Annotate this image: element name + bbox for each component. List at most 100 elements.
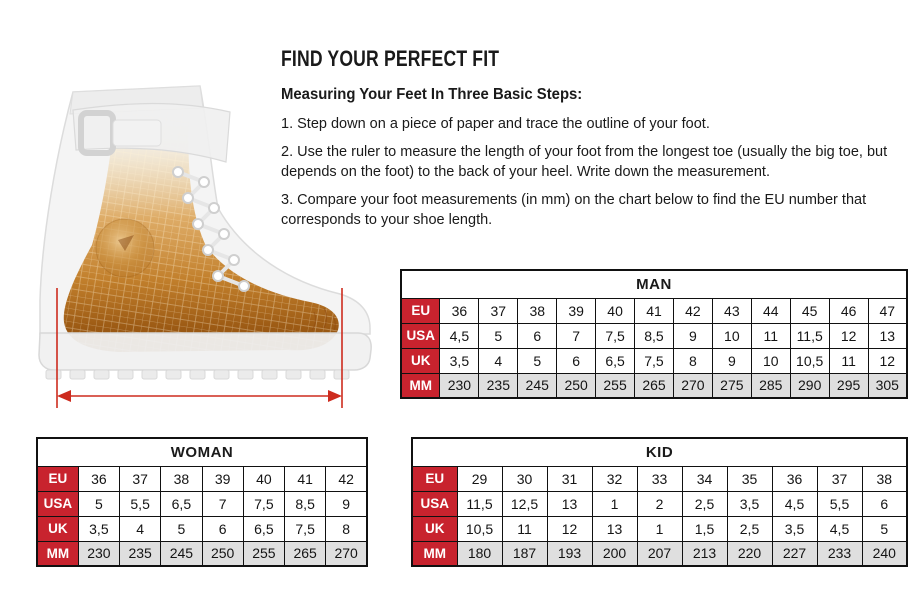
size-cell: 270 bbox=[672, 372, 713, 399]
size-cell: 6 bbox=[861, 490, 908, 517]
size-cell: 235 bbox=[478, 372, 519, 399]
size-cell: 265 bbox=[283, 540, 327, 567]
size-cell: 220 bbox=[726, 540, 773, 567]
page-title: FIND YOUR PERFECT FIT bbox=[281, 46, 500, 71]
size-cell: 37 bbox=[118, 465, 162, 492]
size-cell: 10 bbox=[750, 347, 791, 374]
size-cell: 9 bbox=[711, 347, 752, 374]
row-header-usa: USA bbox=[400, 322, 441, 349]
size-cell: 230 bbox=[77, 540, 121, 567]
size-cell: 35 bbox=[726, 465, 773, 492]
size-cell: 8 bbox=[672, 347, 713, 374]
size-cell: 12 bbox=[828, 322, 869, 349]
size-cell: 34 bbox=[681, 465, 728, 492]
size-cell: 5 bbox=[160, 515, 203, 542]
size-cell: 275 bbox=[711, 372, 752, 399]
size-cell: 4 bbox=[118, 515, 162, 542]
instructions-block: FIND YOUR PERFECT FIT Measuring Your Fee… bbox=[281, 46, 909, 238]
boot-sole bbox=[38, 332, 372, 380]
row-header-usa: USA bbox=[36, 490, 79, 517]
size-cell: 10,5 bbox=[456, 515, 503, 542]
size-cell: 30 bbox=[501, 465, 548, 492]
size-cell: 10,5 bbox=[789, 347, 830, 374]
size-cell: 2 bbox=[636, 490, 683, 517]
size-cell: 1 bbox=[636, 515, 683, 542]
size-cell: 9 bbox=[672, 322, 713, 349]
size-cell: 45 bbox=[789, 297, 830, 324]
size-cell: 6,5 bbox=[160, 490, 203, 517]
size-cell: 7,5 bbox=[595, 322, 636, 349]
size-cell: 270 bbox=[325, 540, 368, 567]
step-1: 1. Step down on a piece of paper and tra… bbox=[281, 116, 710, 132]
size-cell: 11 bbox=[828, 347, 869, 374]
size-cell: 41 bbox=[634, 297, 674, 324]
size-cell: 9 bbox=[325, 490, 368, 517]
size-cell: 40 bbox=[242, 465, 286, 492]
size-cell: 227 bbox=[771, 540, 818, 567]
size-cell: 36 bbox=[771, 465, 818, 492]
size-cell: 230 bbox=[439, 372, 480, 399]
size-cell: 41 bbox=[283, 465, 327, 492]
table-title: MAN bbox=[400, 269, 908, 299]
size-cell: 12 bbox=[546, 515, 593, 542]
size-cell: 43 bbox=[711, 297, 752, 324]
size-cell: 240 bbox=[861, 540, 908, 567]
size-cell: 250 bbox=[556, 372, 597, 399]
size-cell: 2,5 bbox=[681, 490, 728, 517]
size-cell: 4 bbox=[478, 347, 519, 374]
size-cell: 38 bbox=[160, 465, 203, 492]
size-cell: 33 bbox=[636, 465, 683, 492]
size-cell: 235 bbox=[118, 540, 162, 567]
size-cell: 32 bbox=[591, 465, 638, 492]
size-cell: 6 bbox=[201, 515, 244, 542]
size-cell: 5 bbox=[478, 322, 519, 349]
size-cell: 46 bbox=[828, 297, 869, 324]
size-cell: 180 bbox=[456, 540, 503, 567]
size-cell: 7,5 bbox=[634, 347, 674, 374]
row-header-uk: UK bbox=[36, 515, 79, 542]
table-title: WOMAN bbox=[36, 437, 368, 467]
size-cell: 255 bbox=[595, 372, 636, 399]
size-cell: 37 bbox=[478, 297, 519, 324]
size-cell: 31 bbox=[546, 465, 593, 492]
size-cell: 13 bbox=[546, 490, 593, 517]
row-header-uk: UK bbox=[400, 347, 441, 374]
size-cell: 37 bbox=[816, 465, 863, 492]
size-cell: 285 bbox=[750, 372, 791, 399]
row-header-usa: USA bbox=[411, 490, 458, 517]
size-cell: 6 bbox=[517, 322, 558, 349]
row-header-eu: EU bbox=[411, 465, 458, 492]
size-cell: 39 bbox=[556, 297, 597, 324]
row-header-eu: EU bbox=[400, 297, 441, 324]
dainese-logo-mark bbox=[118, 235, 134, 251]
size-cell: 295 bbox=[828, 372, 869, 399]
size-cell: 1 bbox=[591, 490, 638, 517]
size-table-woman: WOMAN EU 36 37 38 39 40 41 42 USA 5 5,5 6,5 7 7,5 8,5 9 U… bbox=[36, 437, 368, 567]
ankle-protector bbox=[95, 218, 155, 278]
foot-length-measure bbox=[56, 288, 343, 408]
size-cell: 2,5 bbox=[726, 515, 773, 542]
size-cell: 13 bbox=[591, 515, 638, 542]
size-cell: 11 bbox=[501, 515, 548, 542]
row-header-mm: MM bbox=[400, 372, 441, 399]
size-cell: 8,5 bbox=[634, 322, 674, 349]
size-cell: 8,5 bbox=[283, 490, 327, 517]
size-cell: 7 bbox=[201, 490, 244, 517]
size-cell: 6 bbox=[556, 347, 597, 374]
size-cell: 13 bbox=[867, 322, 908, 349]
size-cell: 233 bbox=[816, 540, 863, 567]
size-table-man: MAN EU 36 37 38 39 40 41 42 43 44 45 46 47 USA 4,5 5 6 7 7,… bbox=[400, 269, 908, 399]
measure-arrowhead-right bbox=[328, 390, 342, 402]
size-cell: 11,5 bbox=[456, 490, 503, 517]
size-cell: 7 bbox=[556, 322, 597, 349]
boot-laces bbox=[177, 170, 245, 288]
row-header-mm: MM bbox=[36, 540, 79, 567]
size-cell: 213 bbox=[681, 540, 728, 567]
measure-arrowhead-left bbox=[57, 390, 71, 402]
size-cell: 290 bbox=[789, 372, 830, 399]
size-cell: 40 bbox=[595, 297, 636, 324]
size-cell: 4,5 bbox=[439, 322, 480, 349]
row-header-eu: EU bbox=[36, 465, 79, 492]
size-cell: 7,5 bbox=[242, 490, 286, 517]
size-cell: 29 bbox=[456, 465, 503, 492]
